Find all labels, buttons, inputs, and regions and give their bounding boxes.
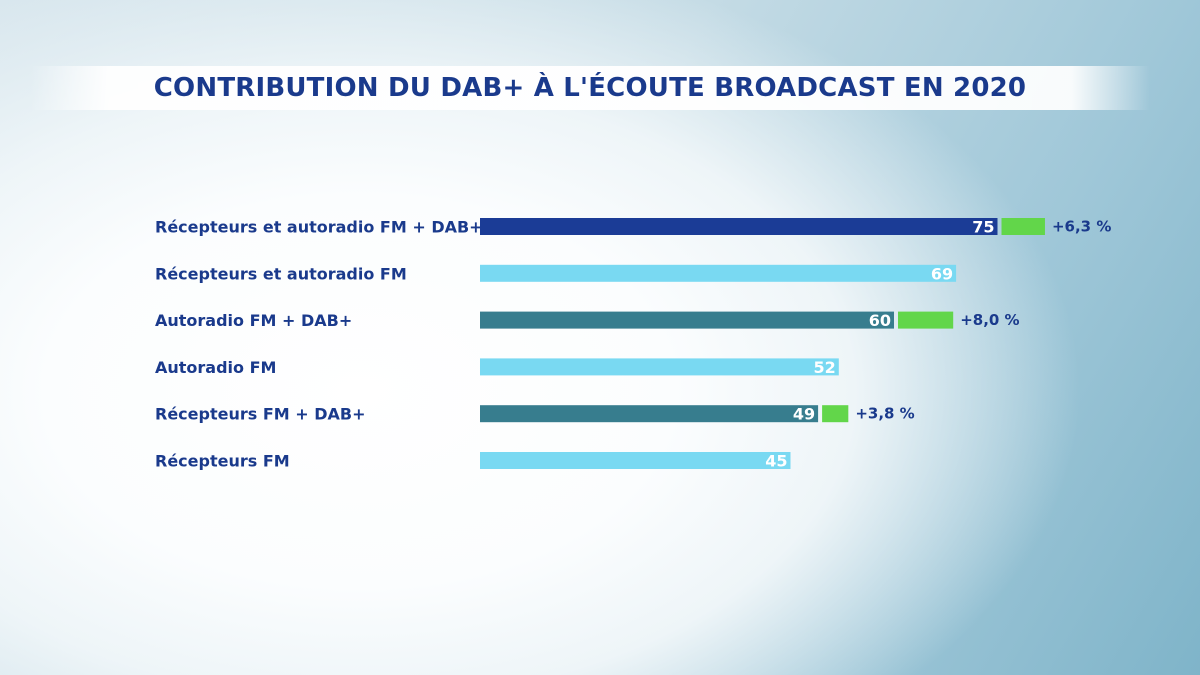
bar [480, 218, 998, 235]
bar-row: Récepteurs FM + DAB+ 49 +3,8 % [155, 405, 915, 424]
bar [480, 264, 957, 282]
bar-row: Récepteurs et autoradio FM + DAB+ 75 +6,3 … [155, 218, 1111, 237]
bar-value-label: 60 [869, 311, 891, 330]
bar-value-label: 49 [793, 405, 815, 424]
category-label: Autoradio FM [155, 358, 276, 377]
bar [480, 452, 791, 469]
bar-value-label: 52 [814, 358, 836, 377]
category-label: Récepteurs FM + DAB+ [155, 405, 366, 424]
bar-row: Autoradio FM + DAB+ 60 +8,0 % [155, 311, 1020, 330]
category-label: Récepteurs et autoradio FM + DAB+ [155, 218, 483, 237]
increment-bar [1001, 218, 1045, 235]
category-label: Récepteurs et autoradio FM [155, 264, 407, 283]
increment-bar [898, 311, 954, 329]
category-label: Autoradio FM + DAB+ [155, 311, 352, 330]
increment-label: +8,0 % [960, 311, 1019, 329]
bar-value-label: 45 [765, 452, 787, 471]
bar-row: Récepteurs et autoradio FM 69 [155, 264, 957, 283]
bar-value-label: 75 [972, 218, 994, 237]
bar [480, 358, 839, 376]
bar-value-label: 69 [931, 264, 953, 283]
bar [480, 405, 819, 423]
bar [480, 311, 894, 329]
increment-label: +3,8 % [855, 405, 914, 423]
bar-row: Récepteurs FM 45 [155, 452, 791, 471]
increment-label: +6,3 % [1052, 218, 1111, 236]
chart-title: CONTRIBUTION DU DAB+ À L'ÉCOUTE BROADCAS… [153, 73, 1027, 103]
category-label: Récepteurs FM [155, 452, 290, 471]
increment-bar [822, 405, 849, 423]
bar-row: Autoradio FM 52 [155, 358, 839, 377]
chart-title-band: CONTRIBUTION DU DAB+ À L'ÉCOUTE BROADCAS… [30, 66, 1150, 110]
